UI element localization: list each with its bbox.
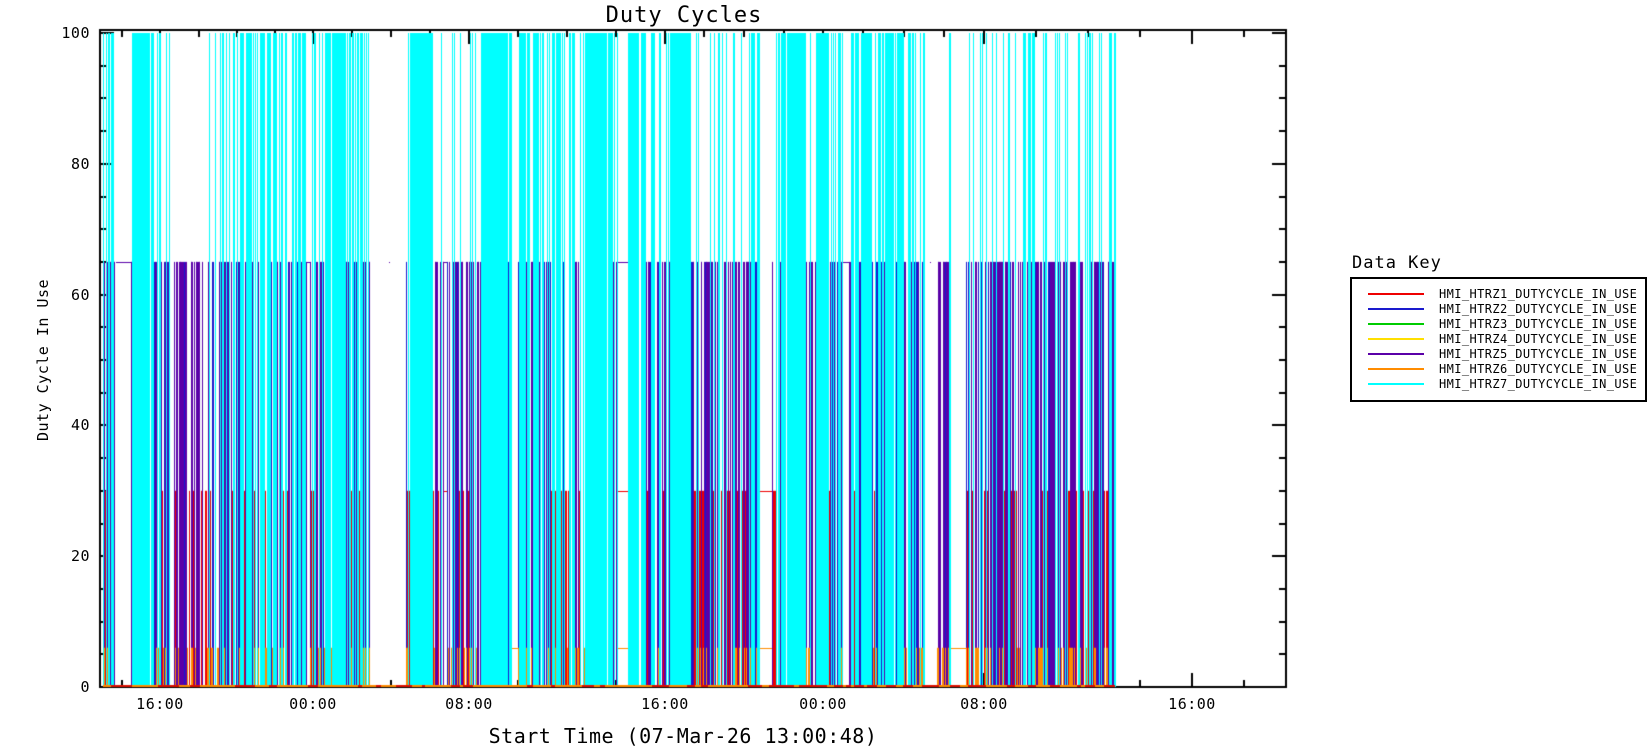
- y-tick-label: 100: [61, 24, 90, 42]
- x-tick-label: 08:00: [445, 695, 493, 713]
- y-tick-label: 80: [70, 155, 90, 173]
- legend-line-swatch: [1368, 322, 1424, 325]
- y-tick-label: 40: [70, 416, 90, 434]
- legend-row: HMI_HTRZ3_DUTYCYCLE_IN_USE: [1352, 316, 1645, 331]
- legend-line-swatch: [1368, 307, 1424, 310]
- legend-label: HMI_HTRZ1_DUTYCYCLE_IN_USE: [1439, 286, 1638, 301]
- legend-label: HMI_HTRZ2_DUTYCYCLE_IN_USE: [1439, 301, 1638, 316]
- legend-label: HMI_HTRZ3_DUTYCYCLE_IN_USE: [1439, 316, 1638, 331]
- legend-box: HMI_HTRZ1_DUTYCYCLE_IN_USE HMI_HTRZ2_DUTY…: [1350, 277, 1647, 402]
- legend-line-swatch: [1368, 367, 1424, 370]
- x-tick-label: 16:00: [1168, 695, 1216, 713]
- x-tick-label: 08:00: [960, 695, 1008, 713]
- y-tick-label: 0: [80, 678, 90, 696]
- legend-label: HMI_HTRZ4_DUTYCYCLE_IN_USE: [1439, 331, 1638, 346]
- chart-title: Duty Cycles: [605, 3, 763, 28]
- legend-label: HMI_HTRZ6_DUTYCYCLE_IN_USE: [1439, 361, 1638, 376]
- legend-title: Data Key: [1352, 253, 1442, 273]
- legend-row: HMI_HTRZ6_DUTYCYCLE_IN_USE: [1352, 361, 1645, 376]
- legend-row: HMI_HTRZ2_DUTYCYCLE_IN_USE: [1352, 301, 1645, 316]
- x-tick-label: 16:00: [641, 695, 689, 713]
- x-tick-label: 00:00: [799, 695, 847, 713]
- legend-row: HMI_HTRZ5_DUTYCYCLE_IN_USE: [1352, 346, 1645, 361]
- legend-row: HMI_HTRZ7_DUTYCYCLE_IN_USE: [1352, 376, 1645, 391]
- legend-line-swatch: [1368, 292, 1424, 295]
- legend-row: HMI_HTRZ4_DUTYCYCLE_IN_USE: [1352, 331, 1645, 346]
- legend-label: HMI_HTRZ5_DUTYCYCLE_IN_USE: [1439, 346, 1638, 361]
- legend-line-swatch: [1368, 382, 1424, 385]
- y-tick-label: 60: [70, 286, 90, 304]
- legend-row: HMI_HTRZ1_DUTYCYCLE_IN_USE: [1352, 286, 1645, 301]
- x-tick-label: 00:00: [289, 695, 337, 713]
- x-tick-label: 16:00: [136, 695, 184, 713]
- x-axis-title: Start Time (07-Mar-26 13:00:48): [488, 724, 878, 748]
- legend-label: HMI_HTRZ7_DUTYCYCLE_IN_USE: [1439, 376, 1638, 391]
- legend-line-swatch: [1368, 352, 1424, 355]
- legend-line-swatch: [1368, 337, 1424, 340]
- y-tick-label: 20: [70, 547, 90, 565]
